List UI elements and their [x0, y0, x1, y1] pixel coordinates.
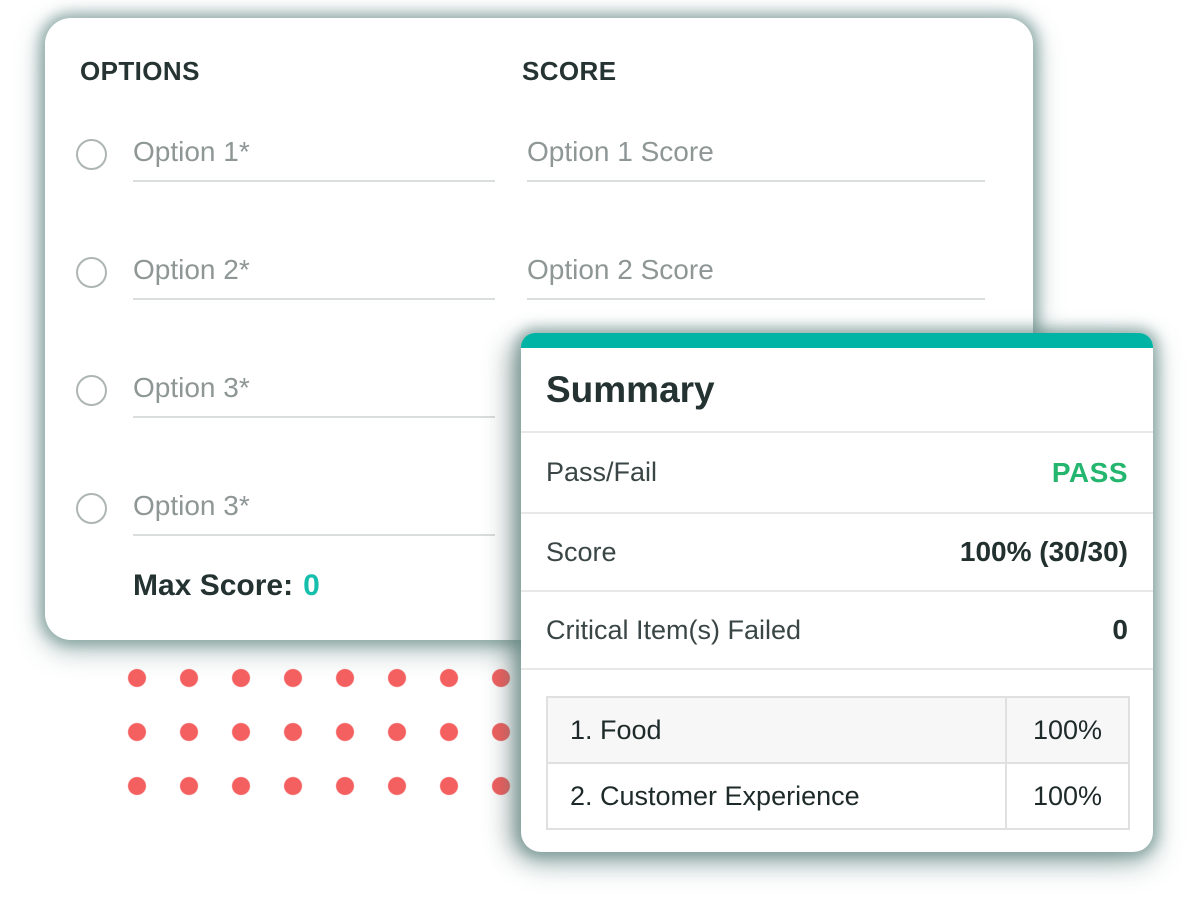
radio-option-4[interactable] [76, 493, 107, 524]
pass-fail-value: PASS [1051, 456, 1128, 488]
option-2-score-input[interactable] [527, 250, 985, 300]
summary-row-score: Score 100% (30/30) [521, 514, 1153, 592]
score-value: 100% (30/30) [959, 536, 1128, 567]
option-4-input[interactable] [133, 486, 495, 536]
max-score-label: Max Score: [133, 569, 294, 602]
max-score: Max Score: 0 [133, 569, 320, 603]
category-name: 1. Food [546, 696, 1007, 764]
decorative-dot-grid [111, 651, 527, 814]
summary-card: Summary Pass/Fail PASS Score 100% (30/30… [521, 333, 1153, 852]
options-column-header: OPTIONS [80, 56, 200, 86]
max-score-value: 0 [303, 569, 320, 602]
summary-header: Summary [521, 348, 1153, 433]
category-score: 100% [1005, 696, 1130, 764]
summary-accent-bar [521, 333, 1153, 348]
option-3-input[interactable] [133, 368, 495, 418]
radio-option-1[interactable] [76, 139, 107, 170]
category-score: 100% [1005, 762, 1130, 830]
option-1-score-input[interactable] [527, 132, 985, 182]
option-1-input[interactable] [133, 132, 495, 182]
critical-items-label: Critical Item(s) Failed [546, 614, 802, 645]
critical-items-value: 0 [1112, 614, 1128, 645]
summary-row-pass-fail: Pass/Fail PASS [521, 433, 1153, 514]
category-name: 2. Customer Experience [546, 762, 1007, 830]
summary-row-critical-items: Critical Item(s) Failed 0 [521, 592, 1153, 670]
option-2-input[interactable] [133, 250, 495, 300]
summary-title: Summary [546, 368, 715, 410]
table-row-food: 1. Food 100% [546, 696, 1130, 764]
radio-option-3[interactable] [76, 375, 107, 406]
score-column-header: SCORE [522, 56, 617, 86]
radio-option-2[interactable] [76, 257, 107, 288]
table-row-customer-experience: 2. Customer Experience 100% [546, 762, 1130, 830]
category-breakdown-table: 1. Food 100% 2. Customer Experience 100% [546, 696, 1130, 830]
score-label: Score [546, 536, 617, 567]
pass-fail-label: Pass/Fail [546, 457, 658, 487]
